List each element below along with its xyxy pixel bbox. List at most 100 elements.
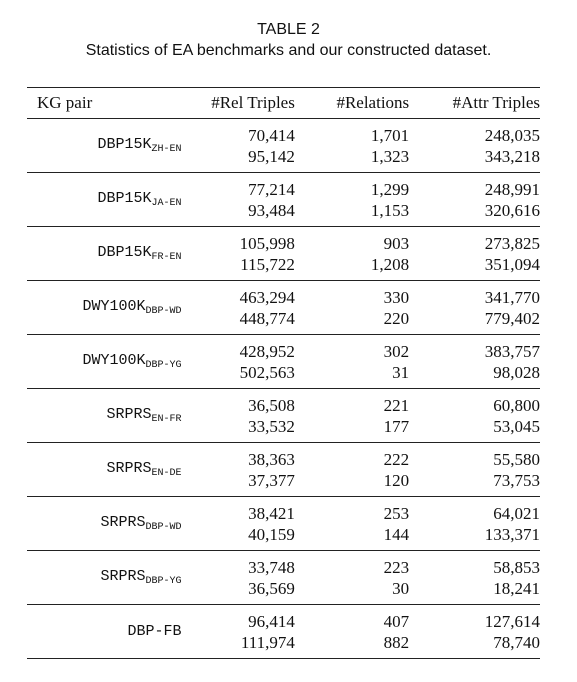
kg-pair-name: SRPRS (106, 460, 152, 477)
cell-value: 221 (383, 395, 410, 415)
table-row: DBP-FB 96,414 111,974 407 882 127,614 78,740 (27, 605, 540, 659)
kg-pair-cell: DBP15KJA-EN (27, 173, 182, 227)
cell-value: 36,508 (248, 395, 295, 415)
relations-cell: 302 31 (295, 335, 410, 389)
cell-value: 253 (383, 503, 410, 523)
table-row: DBP15KZH-EN 70,414 95,142 1,701 1,323 248,035… (27, 119, 540, 173)
cell-value: 36,569 (248, 578, 295, 598)
relations-cell: 407 882 (295, 605, 410, 659)
cell-value: 144 (383, 524, 410, 544)
cell-value: 463,294 (239, 287, 295, 307)
cell-value: 882 (383, 632, 410, 652)
table-caption-label: TABLE 2 (257, 21, 320, 38)
kg-pair-cell: SRPRSEN-FR (27, 389, 182, 443)
cell-value: 37,377 (248, 470, 295, 490)
header-relations: #Relations (336, 93, 410, 112)
kg-pair-name: DWY100K (82, 352, 146, 369)
cell-value: 30 (392, 578, 410, 598)
kg-pair-subscript: DBP-YG (145, 576, 182, 587)
kg-pair-name: DWY100K (82, 298, 146, 315)
kg-pair-name: SRPRS (100, 568, 146, 585)
table-row: DBP15KFR-EN 105,998 115,722 903 1,208 273,825… (27, 227, 540, 281)
cell-value: 273,825 (484, 233, 540, 253)
cell-value: 96,414 (248, 611, 295, 631)
cell-value: 38,421 (248, 503, 295, 523)
kg-pair-cell: DBP-FB (27, 605, 182, 659)
kg-pair-cell: SRPRSEN-DE (27, 443, 181, 497)
cell-value: 95,142 (248, 146, 295, 166)
relations-cell: 221 177 (295, 389, 410, 443)
cell-value: 428,952 (239, 341, 295, 361)
cell-value: 31 (392, 362, 410, 382)
cell-value: 64,021 (493, 503, 540, 523)
kg-pair-name: DBP15K (97, 244, 152, 261)
table-row: SRPRSEN-FR 36,508 33,532 221 177 60,800 53,045 (27, 389, 540, 443)
kg-pair-cell: SRPRSDBP-YG (27, 551, 182, 605)
cell-value: 115,722 (240, 254, 295, 274)
rel-triples-cell: 33,748 36,569 (182, 551, 295, 605)
relations-cell: 1,299 1,153 (295, 173, 409, 227)
cell-value: 248,035 (484, 125, 540, 145)
attr-triples-cell: 58,853 18,241 (409, 551, 540, 605)
cell-value: 40,159 (248, 524, 295, 544)
cell-value: 98,028 (493, 362, 540, 382)
cell-value: 70,414 (248, 125, 295, 145)
relations-cell: 253 144 (295, 497, 410, 551)
attr-triples-cell: 383,757 98,028 (409, 335, 540, 389)
cell-value: 53,045 (493, 416, 540, 436)
rel-triples-cell: 36,508 33,532 (182, 389, 295, 443)
table-row: DWY100KDBP-YG 428,952 502,563 302 31 383,757 9… (27, 335, 540, 389)
table-row: DBP15KJA-EN 77,214 93,484 1,299 1,153 248,991… (27, 173, 540, 227)
cell-value: 223 (383, 557, 410, 577)
cell-value: 351,094 (484, 254, 540, 274)
cell-value: 248,991 (484, 179, 540, 199)
kg-pair-cell: DWY100KDBP-WD (27, 281, 182, 335)
cell-value: 1,299 (370, 179, 410, 199)
cell-value: 222 (383, 449, 410, 469)
cell-value: 133,371 (484, 524, 540, 544)
table-row: SRPRSDBP-YG 33,748 36,569 223 30 58,853 18,241 (27, 551, 540, 605)
kg-pair-cell: DWY100KDBP-YG (27, 335, 181, 389)
rel-triples-cell: 38,363 37,377 (182, 443, 295, 497)
attr-triples-cell: 64,021 133,371 (409, 497, 540, 551)
cell-value: 55,580 (493, 449, 540, 469)
cell-value: 779,402 (484, 308, 540, 328)
kg-pair-subscript: EN-FR (151, 414, 182, 425)
cell-value: 320,616 (484, 200, 540, 220)
rel-triples-cell: 463,294 448,774 (182, 281, 295, 335)
attr-triples-cell: 127,614 78,740 (409, 605, 540, 659)
cell-value: 302 (383, 341, 410, 361)
rel-triples-cell: 105,998 115,722 (182, 227, 295, 281)
kg-pair-subscript: JA-EN (151, 198, 182, 209)
attr-triples-cell: 60,800 53,045 (409, 389, 540, 443)
kg-pair-subscript: ZH-EN (151, 144, 182, 155)
cell-value: 77,214 (248, 179, 295, 199)
kg-pair-name: DBP-FB (127, 623, 182, 640)
cell-value: 33,532 (248, 416, 295, 436)
kg-pair-subscript: DBP-WD (145, 306, 182, 317)
cell-value: 330 (383, 287, 410, 307)
rel-triples-cell: 70,414 95,142 (182, 119, 295, 173)
cell-value: 120 (383, 470, 410, 490)
kg-pair-name: DBP15K (97, 190, 152, 207)
kg-pair-cell: DBP15KFR-EN (27, 227, 181, 281)
relations-cell: 223 30 (295, 551, 410, 605)
cell-value: 343,218 (484, 146, 540, 166)
rel-triples-cell: 96,414 111,974 (182, 605, 295, 659)
kg-pair-name: DBP15K (97, 136, 152, 153)
cell-value: 58,853 (493, 557, 540, 577)
cell-value: 903 (383, 233, 410, 253)
attr-triples-cell: 248,991 320,616 (409, 173, 540, 227)
attr-triples-cell: 55,580 73,753 (409, 443, 540, 497)
cell-value: 111,974 (240, 632, 295, 652)
cell-value: 383,757 (484, 341, 540, 361)
attr-triples-cell: 248,035 343,218 (409, 119, 540, 173)
cell-value: 38,363 (248, 449, 295, 469)
cell-value: 1,323 (370, 146, 410, 166)
cell-value: 407 (383, 611, 410, 631)
cell-value: 1,153 (370, 200, 410, 220)
cell-value: 33,748 (248, 557, 295, 577)
cell-value: 18,241 (493, 578, 540, 598)
header-rel-triples: #Rel Triples (211, 93, 295, 112)
cell-value: 127,614 (484, 611, 540, 631)
